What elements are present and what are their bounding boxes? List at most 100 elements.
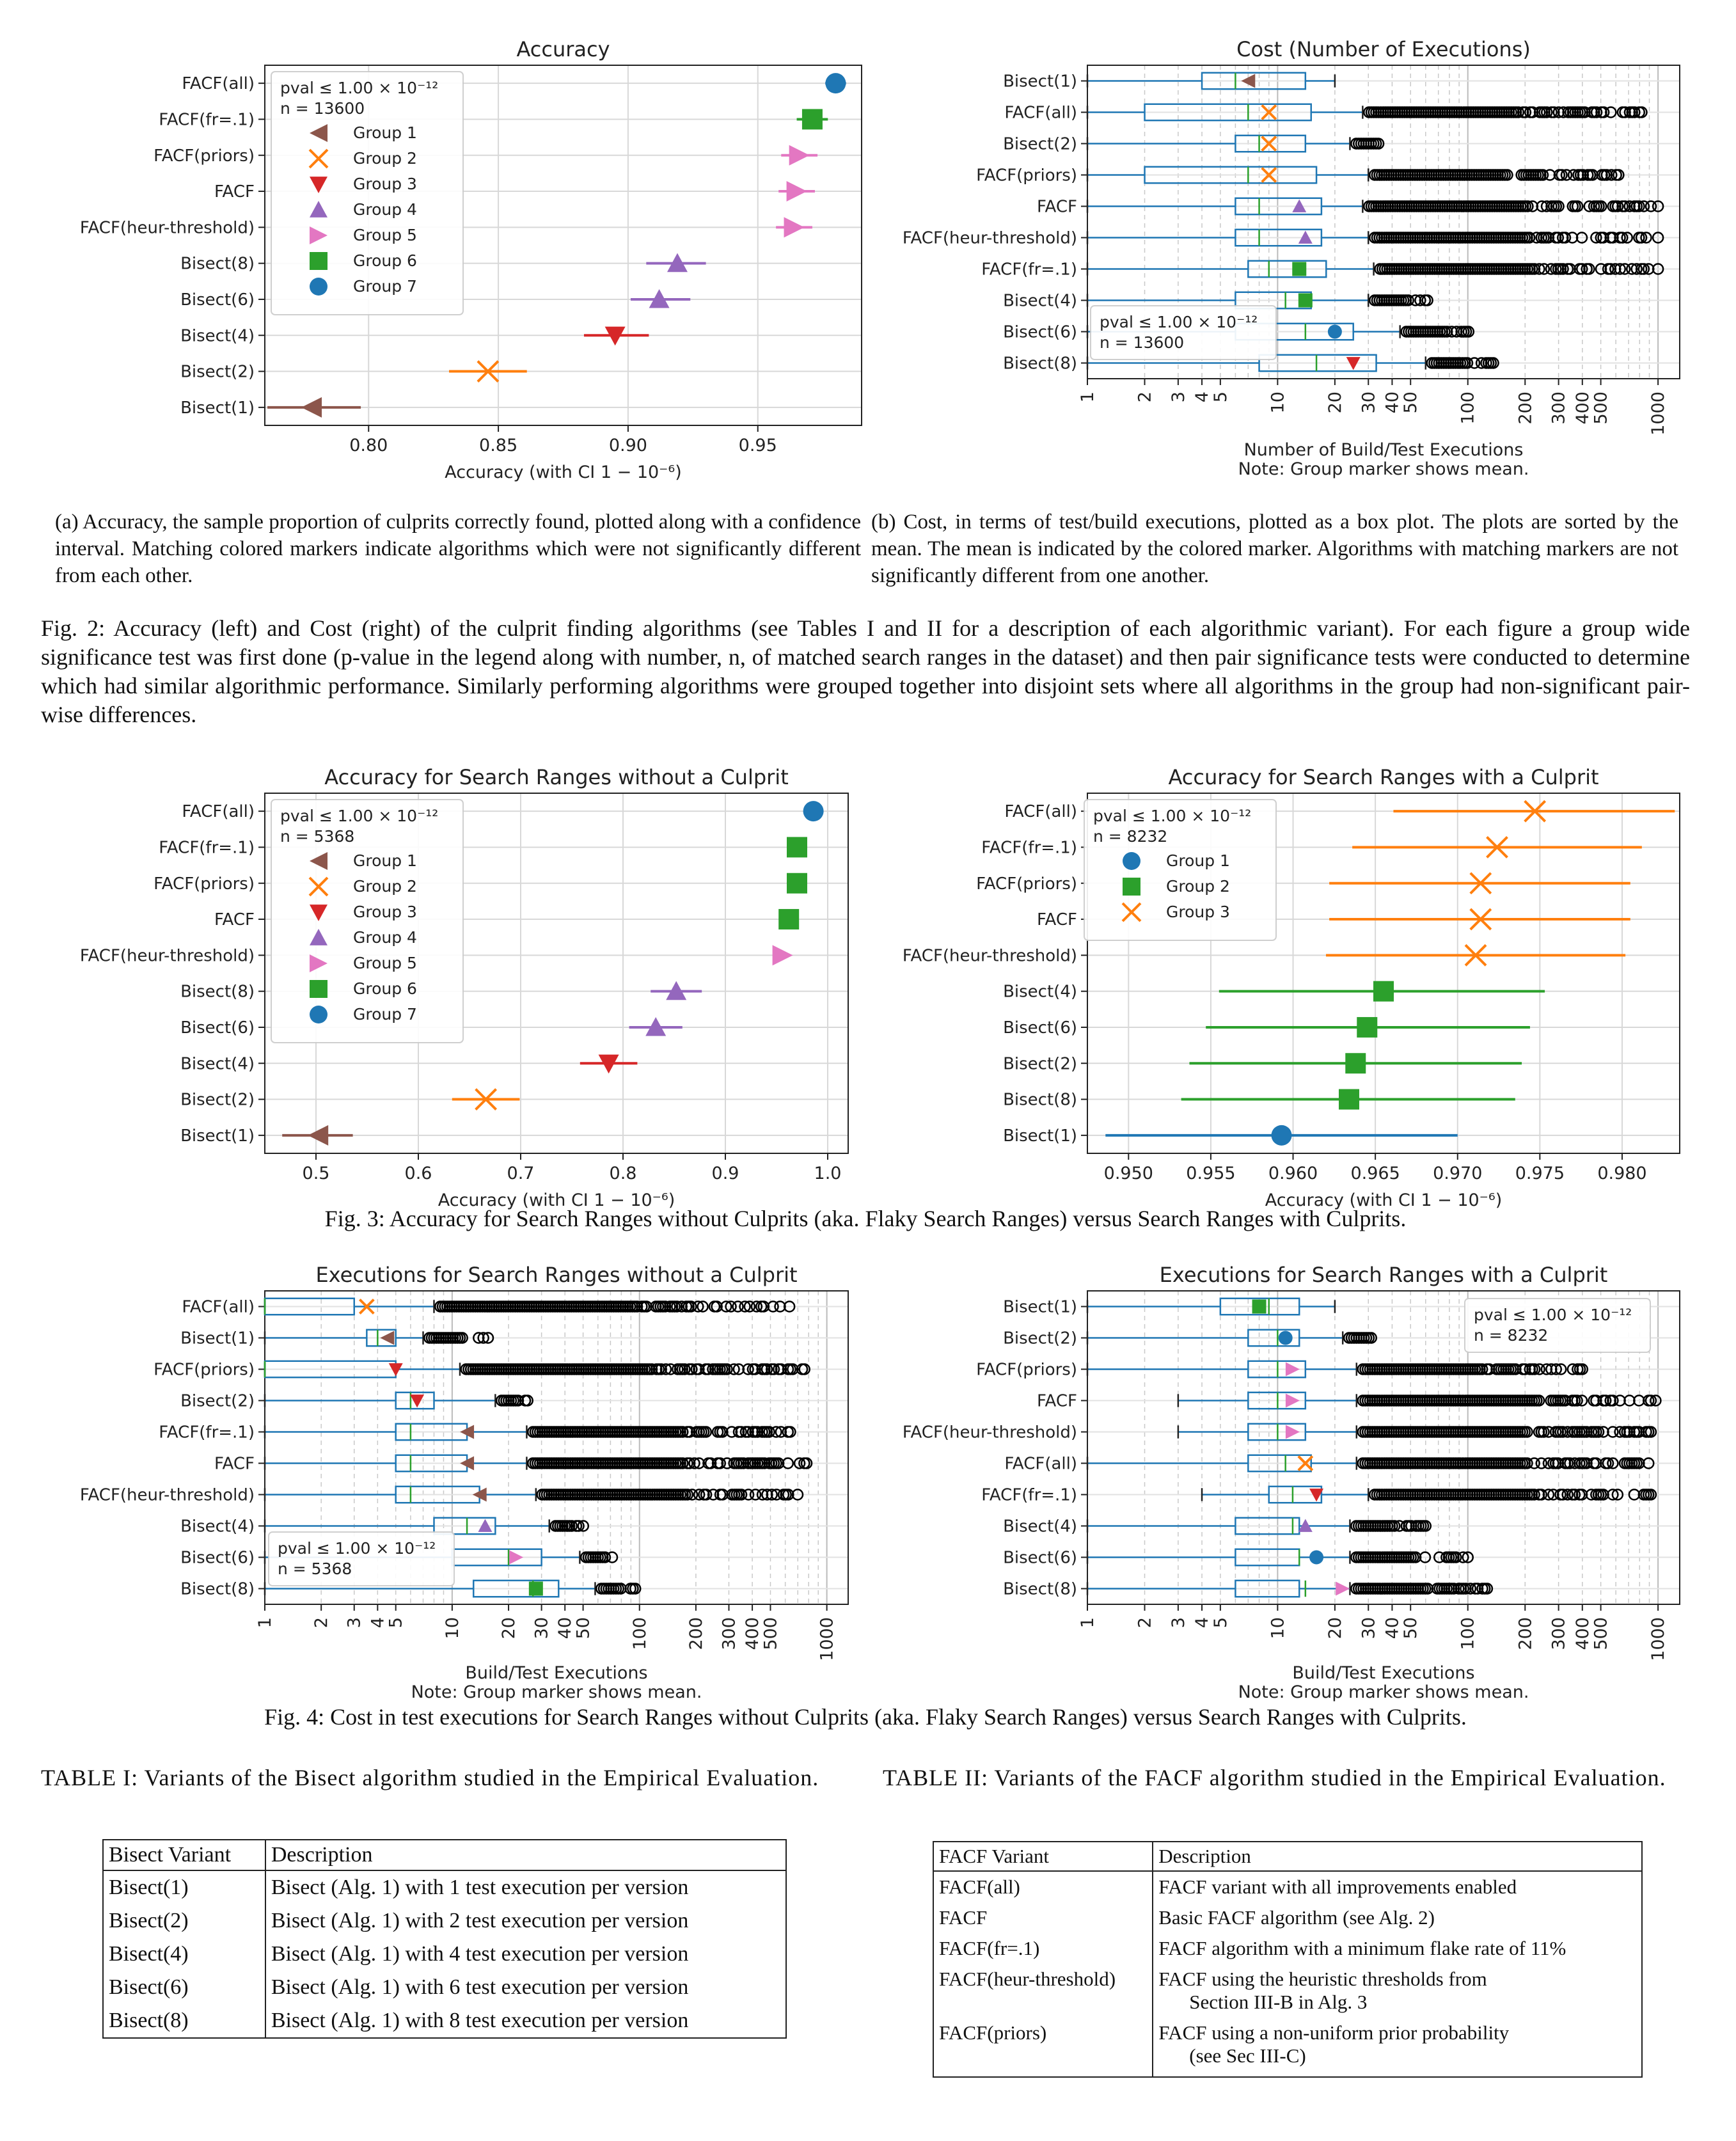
tick-label-x: 50	[1401, 391, 1421, 413]
tick-label-x: 400	[743, 1617, 762, 1650]
tick-label-x: 400	[1573, 391, 1593, 425]
table1-cell-description: Bisect (Alg. 1) with 8 test execution pe…	[265, 2004, 786, 2038]
category-label: Bisect(8)	[1003, 1580, 1077, 1599]
table2-cell-description: FACF algorithm with a minimum flake rate…	[1158, 1937, 1636, 1960]
fig3-caption: Fig. 3: Accuracy for Search Ranges witho…	[41, 1205, 1690, 1232]
table1-cell-variant: Bisect(6)	[103, 1971, 265, 2004]
legend-label: Group 1	[353, 123, 417, 142]
tick-label-x: 0.965	[1350, 1164, 1400, 1183]
chart-title: Accuracy	[516, 37, 610, 61]
legend-label: Group 7	[353, 277, 417, 296]
chart-title: Executions for Search Ranges without a C…	[315, 1263, 797, 1287]
category-label: FACF	[1037, 1392, 1077, 1411]
x-axis-label: Number of Build/Test Executions	[1244, 440, 1524, 460]
mean-marker	[1328, 325, 1342, 339]
tick-label-x: 400	[1573, 1617, 1593, 1650]
table1-cell-description: Bisect (Alg. 1) with 1 test execution pe…	[265, 1870, 786, 1904]
table2-cell-description: FACF using the heuristic thresholds from	[1158, 1968, 1636, 1991]
tick-label-x: 200	[686, 1617, 706, 1650]
mean-marker	[1252, 1300, 1266, 1314]
table1-row: Bisect(8) Bisect (Alg. 1) with 8 test exe…	[103, 2004, 786, 2038]
tick-label-x: 100	[630, 1617, 650, 1650]
legend-label: Group 1	[353, 851, 417, 870]
tick-label-x: 0.95	[739, 436, 777, 455]
category-label: FACF	[214, 1455, 255, 1474]
table2-row: FACF(priors) FACF using a non-uniform pri…	[933, 2018, 1642, 2077]
tick-label-x: 20	[1325, 1617, 1345, 1639]
chart-fig2a: 0.80 0.85 0.90 0.95FACF(all)FACF(fr=.1)FACF…	[80, 37, 862, 482]
x-axis-note: Note: Group marker shows mean.	[1238, 459, 1529, 479]
data-point	[1345, 1053, 1366, 1073]
tick-label-x: 0.85	[479, 436, 517, 455]
legend-label: Group 2	[1166, 877, 1230, 896]
tick-label-x: 3	[1169, 1617, 1188, 1628]
category-label: FACF(priors)	[976, 1361, 1077, 1380]
category-label: Bisect(4)	[180, 326, 255, 345]
x-axis-label: Accuracy (with CI 1 − 10⁻⁶)	[445, 462, 682, 482]
tick-label-x: 20	[1325, 391, 1345, 413]
data-point	[301, 397, 322, 418]
category-label: Bisect(1)	[1003, 1298, 1077, 1317]
category-label: Bisect(4)	[180, 1054, 255, 1073]
tick-label-x: 1000	[1648, 391, 1668, 436]
tick-label-x: 1	[1078, 391, 1098, 402]
tick-label-x: 30	[1359, 391, 1378, 413]
tick-label-x: 0.975	[1515, 1164, 1565, 1183]
legend-label: Group 4	[353, 200, 417, 219]
table1-row: Bisect(6) Bisect (Alg. 1) with 6 test exe…	[103, 1971, 786, 2004]
table1: Bisect Variant Description Bisect(1) Bise…	[102, 1839, 787, 2039]
category-label: FACF(all)	[1004, 104, 1077, 123]
data-point	[1357, 1017, 1377, 1038]
table2-row: FACF Basic FACF algorithm (see Alg. 2)	[933, 1902, 1642, 1933]
table1-cell-variant: Bisect(4)	[103, 1938, 265, 1971]
table1-row: Bisect(1) Bisect (Alg. 1) with 1 test exe…	[103, 1870, 786, 1904]
chart-fig3b: 0.950 0.955 0.960 0.965 0.970 0.975 0.980FACF(…	[903, 765, 1680, 1210]
category-label: FACF(heur-threshold)	[80, 218, 255, 237]
legend-marker	[310, 278, 327, 296]
legend-label: Group 3	[353, 903, 417, 921]
legend-marker	[310, 1006, 327, 1023]
data-point	[1373, 981, 1394, 1002]
legend-label: Group 3	[353, 175, 417, 193]
table1-title: TABLE I: Variants of the Bisect algorith…	[41, 1762, 860, 1793]
table2: FACF Variant Description FACF(all) FACF v…	[933, 1841, 1643, 2078]
table2-header-description: Description	[1153, 1842, 1642, 1871]
category-label: Bisect(6)	[1003, 1018, 1077, 1038]
data-point	[778, 909, 799, 929]
category-label: FACF(fr=.1)	[159, 1423, 255, 1442]
tick-label-x: 100	[1458, 1617, 1478, 1650]
mean-marker	[1292, 262, 1306, 276]
mean-marker	[1286, 1394, 1300, 1408]
tick-label-x: 300	[1549, 1617, 1569, 1650]
category-label: FACF(priors)	[976, 874, 1077, 894]
category-label: Bisect(1)	[180, 1126, 255, 1146]
category-label: Bisect(4)	[1003, 1517, 1077, 1537]
table1-cell-variant: Bisect(2)	[103, 1904, 265, 1938]
category-label: Bisect(1)	[180, 1329, 255, 1348]
category-label: Bisect(8)	[180, 1580, 255, 1599]
category-label: FACF(fr=.1)	[981, 260, 1077, 280]
chart-title: Executions for Search Ranges with a Culp…	[1160, 1263, 1608, 1287]
chart-fig2b: 1 2 3 45 10 20 30 4050 100 200 300 400500 1000Bisect…	[903, 37, 1680, 479]
legend-label: Group 6	[353, 251, 417, 270]
category-label: Bisect(6)	[1003, 323, 1077, 342]
data-point	[803, 801, 824, 821]
tick-label-x: 3	[1169, 391, 1188, 402]
legend-pval: pval ≤ 1.00 × 10⁻¹²	[1474, 1306, 1632, 1324]
category-label: FACF(all)	[182, 74, 255, 93]
legend-label: Group 2	[353, 877, 417, 896]
category-label: FACF	[214, 910, 255, 929]
tick-label-x: 1.0	[814, 1164, 842, 1183]
table1-cell-variant: Bisect(1)	[103, 1870, 265, 1904]
category-label: FACF(fr=.1)	[159, 838, 255, 857]
category-label: FACF(priors)	[154, 146, 255, 166]
data-point	[787, 873, 807, 894]
tick-label-x: 2	[1135, 1617, 1155, 1628]
legend-marker	[1123, 852, 1140, 870]
category-label: FACF(all)	[182, 1298, 255, 1317]
category-label: FACF(priors)	[976, 166, 1077, 186]
data-point	[802, 109, 823, 129]
category-label: Bisect(8)	[180, 255, 255, 274]
category-label: Bisect(4)	[1003, 983, 1077, 1002]
